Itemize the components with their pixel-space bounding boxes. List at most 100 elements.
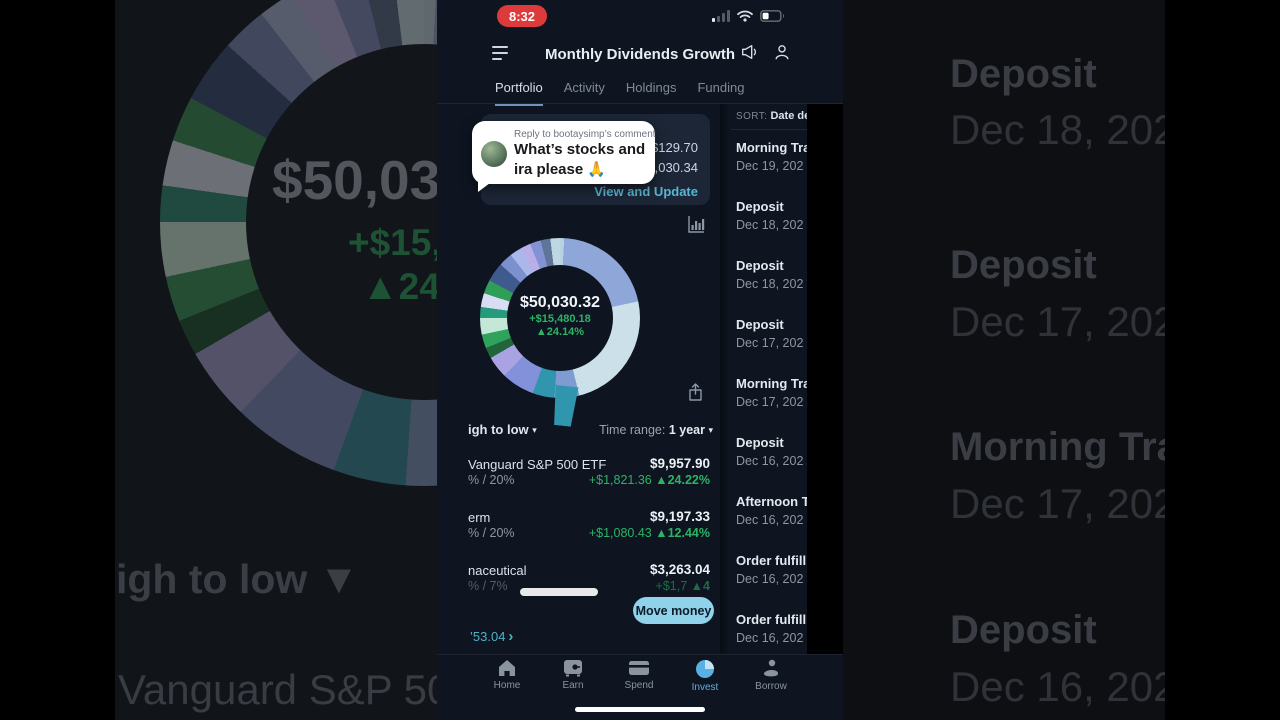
- home-indicator[interactable]: [575, 707, 705, 712]
- background-activity-title: Morning Tra: [950, 425, 1179, 469]
- holding-name: Vanguard S&P 500 ETF: [468, 457, 607, 472]
- background-portfolio-pct: ▲24.14: [362, 266, 437, 307]
- background-activity-title: Deposit: [950, 608, 1097, 652]
- sort-dropdown[interactable]: igh to low ▾: [468, 422, 537, 437]
- background-portfolio-gain: +$15,480.: [348, 222, 437, 263]
- activity-date: Dec 17, 202: [736, 395, 804, 409]
- megaphone-icon[interactable]: [740, 43, 758, 61]
- background-holding-text: Vanguard S&P 500 E: [118, 666, 437, 713]
- reply-context: Reply to bootaysimp’s comment: [514, 129, 656, 140]
- holding-allocation: % / 20%: [468, 526, 515, 540]
- phone-screen: 8:32 Monthly Dividends Growth: [437, 0, 843, 720]
- activity-date: Dec 16, 202: [736, 513, 804, 527]
- battery-icon: [760, 10, 784, 22]
- tab-funding[interactable]: Funding: [697, 80, 745, 95]
- holding-name: naceutical: [468, 563, 527, 578]
- left-black-bar: [0, 0, 115, 720]
- tab-activity[interactable]: Activity: [563, 80, 605, 95]
- background-activity-title: Deposit: [950, 52, 1097, 96]
- recording-time-pill[interactable]: 8:32: [497, 5, 547, 27]
- nav-borrow[interactable]: Borrow: [743, 659, 799, 692]
- video-scrubber-bar[interactable]: [520, 588, 598, 596]
- comment-text-line2: ira please 🙏: [514, 161, 607, 178]
- activity-title: Morning Tra: [736, 140, 811, 155]
- donut-center-labels: $50,030.32 +$15,480.18 ▲24.14%: [490, 294, 630, 338]
- background-activity-date: Dec 17, 202: [950, 480, 1177, 527]
- nav-spend[interactable]: Spend: [611, 659, 667, 691]
- card-icon: [629, 661, 649, 675]
- background-left-panel: $50,030 +$15,480. ▲24.14 igh to low ▼ Va…: [0, 0, 437, 720]
- activity-date: Dec 18, 202: [736, 277, 804, 291]
- home-icon: [499, 660, 515, 676]
- donut-hole: [507, 265, 613, 371]
- hand-coin-icon: [763, 659, 779, 677]
- profile-icon[interactable]: [773, 43, 791, 61]
- share-icon[interactable]: [687, 383, 704, 402]
- nav-label: Earn: [562, 680, 584, 691]
- nav-label: Spend: [624, 680, 654, 691]
- pie-chart-icon: [696, 660, 714, 678]
- cellular-signal-icon: [712, 10, 730, 22]
- holding-gain: +$1,821.36 ▲24.22%: [588, 473, 710, 487]
- commenter-avatar: [481, 141, 507, 167]
- comment-reply-bubble[interactable]: Reply to bootaysimp’s comment What’s sto…: [472, 121, 656, 192]
- nav-invest[interactable]: Invest: [677, 659, 733, 693]
- holding-gain: +$1,7 ▲4: [655, 579, 710, 593]
- activity-title: Deposit: [736, 199, 784, 214]
- line-chart-toggle-icon[interactable]: [687, 215, 705, 233]
- chevron-down-icon: ▾: [708, 425, 713, 435]
- right-black-bar: [1165, 0, 1280, 720]
- portfolio-gain-pct: ▲24.14%: [535, 326, 585, 338]
- background-activity-date: Dec 17, 202: [950, 298, 1177, 345]
- holding-value: $9,957.90: [649, 456, 710, 471]
- portfolio-value: $50,030.32: [519, 294, 601, 311]
- activity-divider: [731, 129, 807, 130]
- background-activity-date: Dec 16, 202: [950, 663, 1177, 710]
- portfolio-gain: +$15,480.18: [529, 313, 591, 325]
- chevron-right-icon: ›: [508, 628, 514, 645]
- nav-label: Borrow: [755, 681, 787, 692]
- holding-value: $9,197.33: [649, 509, 710, 524]
- holding-allocation: % / 7%: [468, 579, 508, 593]
- tab-portfolio[interactable]: Portfolio: [495, 80, 543, 106]
- activity-title: Order fulfill: [736, 553, 807, 568]
- activity-date: Dec 16, 202: [736, 572, 804, 586]
- activity-date: Dec 18, 202: [736, 218, 804, 232]
- activity-title: Morning Tra: [736, 376, 811, 391]
- activity-date: Dec 16, 202: [736, 454, 804, 468]
- activity-title: Deposit: [736, 435, 784, 450]
- comment-text-line1: What’s stocks and: [514, 141, 646, 158]
- safe-icon: [564, 660, 582, 677]
- phone-black-bar: [807, 104, 843, 654]
- column-shadow: [720, 104, 729, 653]
- tab-holdings[interactable]: Holdings: [625, 80, 677, 95]
- activity-date: Dec 19, 202: [736, 159, 804, 173]
- activity-title: Deposit: [736, 317, 784, 332]
- view-and-update-link[interactable]: View and Update: [594, 184, 698, 199]
- activity-date: Dec 17, 202: [736, 336, 804, 350]
- holding-allocation: % / 20%: [468, 473, 515, 487]
- activity-sort-control[interactable]: SORT: Date de: [736, 110, 811, 122]
- page-title: Monthly Dividends Growth: [545, 46, 735, 63]
- holding-gain: +$1,080.43 ▲12.44%: [588, 526, 710, 540]
- nav-earn[interactable]: Earn: [545, 659, 601, 691]
- activity-title: Deposit: [736, 258, 784, 273]
- time-range-dropdown[interactable]: Time range: 1 year ▾: [599, 423, 713, 437]
- amount-detail-link[interactable]: ’53.04 ›: [470, 628, 514, 645]
- activity-title: Afternoon T: [736, 494, 810, 509]
- menu-icon[interactable]: [492, 46, 510, 60]
- nav-home[interactable]: Home: [479, 659, 535, 691]
- status-icons: [712, 10, 785, 22]
- chevron-down-icon: ▾: [532, 425, 537, 435]
- wifi-icon: [737, 10, 753, 22]
- background-right-panel: Deposit Dec 18, 202 Deposit Dec 17, 202 …: [843, 0, 1280, 720]
- background-portfolio-value: $50,030: [272, 149, 437, 211]
- holding-value: $3,263.04: [649, 562, 710, 577]
- move-money-button[interactable]: Move money: [633, 597, 714, 624]
- cash-amount: $129.70: [651, 140, 698, 155]
- tab-bar: Portfolio Activity Holdings Funding: [495, 80, 744, 106]
- holding-name: erm: [468, 510, 491, 525]
- background-activity-title: Deposit: [950, 243, 1097, 287]
- nav-label: Home: [493, 680, 521, 691]
- activity-title: Order fulfill: [736, 612, 807, 627]
